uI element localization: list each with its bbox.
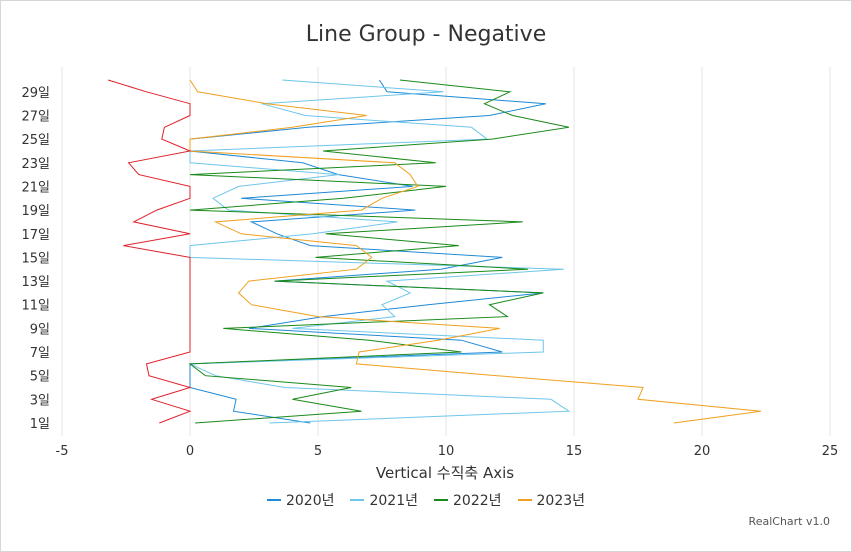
y-tick-label: 29일	[21, 86, 50, 101]
y-tick-label: 17일	[21, 228, 50, 243]
y-tick-label: 5일	[30, 370, 50, 385]
y-tick-label: 25일	[21, 133, 50, 148]
chart-title: Line Group - Negative	[305, 22, 547, 47]
y-axis-ticks: 1일 3일 5일 7일 9일 11일 13일 15일 17일 19일 21일 23일 25일 27일 29일	[21, 86, 50, 432]
legend-swatch-2022	[434, 499, 448, 501]
y-tick-label: 15일	[21, 251, 50, 266]
series-line-0	[189, 79, 546, 424]
legend-item-2020[interactable]: 2020년	[266, 490, 335, 510]
y-tick-label: 27일	[21, 109, 50, 124]
legend-item-2023[interactable]: 2023년	[517, 490, 586, 510]
x-tick-label: 10	[438, 444, 455, 459]
x-tick-label: 25	[822, 444, 839, 459]
x-axis-ticks: -5 0 5 10 15 20 25	[56, 444, 839, 459]
legend-label-2022: 2022년	[453, 493, 502, 509]
series-line-4	[107, 79, 192, 424]
x-tick-label: 15	[566, 444, 583, 459]
y-tick-label: 13일	[21, 275, 50, 290]
x-tick-label: 0	[186, 444, 194, 459]
legend-swatch-2021	[350, 499, 365, 501]
legend-label-2021: 2021년	[369, 493, 418, 509]
y-tick-label: 9일	[30, 322, 50, 337]
y-tick-label: 3일	[30, 393, 50, 408]
y-tick-label: 23일	[21, 157, 50, 172]
legend-swatch-2023	[517, 499, 532, 501]
legend: 2020년 2021년 2022년 2023년	[0, 490, 852, 510]
series-line-2	[188, 79, 570, 424]
x-tick-label: -5	[56, 444, 69, 459]
y-tick-label: 19일	[21, 204, 50, 219]
x-axis-title: Vertical 수직축 Axis	[375, 464, 515, 482]
series-lines	[107, 79, 761, 424]
x-tick-label: 5	[314, 444, 322, 459]
legend-item-2021[interactable]: 2021년	[350, 490, 418, 510]
legend-item-2022[interactable]: 2022년	[434, 490, 502, 510]
y-tick-label: 21일	[21, 180, 50, 195]
credit-text: RealChart v1.0	[748, 515, 830, 528]
y-tick-label: 7일	[30, 346, 50, 361]
grid-lines	[61, 67, 831, 436]
series-line-1	[189, 79, 571, 424]
y-tick-label: 1일	[30, 417, 50, 432]
x-tick-label: 20	[694, 444, 711, 459]
legend-label-2020: 2020년	[285, 493, 335, 509]
legend-swatch-2020	[266, 499, 281, 501]
y-tick-label: 11일	[21, 299, 50, 314]
series-line-3	[189, 79, 761, 424]
legend-label-2023: 2023년	[536, 493, 586, 509]
